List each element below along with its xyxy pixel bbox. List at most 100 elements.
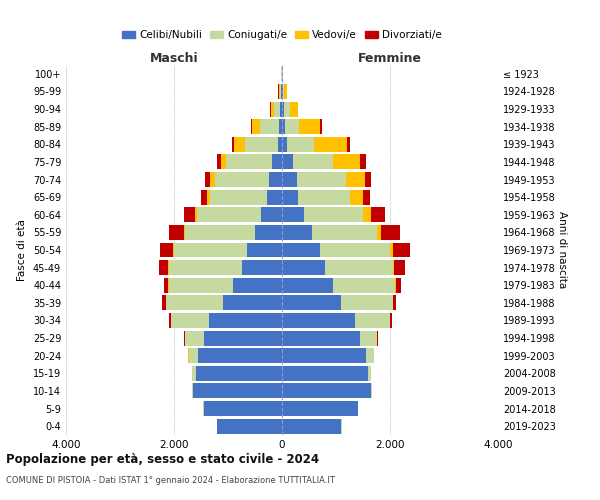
Bar [394, 260, 405, 275]
Bar [260, 119, 280, 134]
Bar [252, 119, 260, 134]
Bar [290, 102, 298, 116]
Y-axis label: Fasce di età: Fasce di età [17, 219, 27, 281]
Bar [169, 313, 171, 328]
Bar [325, 260, 392, 275]
Bar [360, 330, 377, 345]
Bar [371, 384, 372, 398]
Bar [390, 242, 392, 258]
Bar [262, 208, 282, 222]
Bar [197, 208, 262, 222]
Bar [188, 348, 198, 363]
Bar [282, 190, 298, 204]
Bar [363, 190, 370, 204]
Bar [347, 137, 350, 152]
Bar [193, 366, 196, 381]
Bar [169, 260, 241, 275]
Bar [166, 296, 223, 310]
Bar [304, 208, 363, 222]
Bar [381, 225, 400, 240]
Bar [284, 102, 290, 116]
Bar [278, 137, 282, 152]
Bar [163, 296, 166, 310]
Bar [282, 330, 360, 345]
Bar [269, 172, 282, 187]
Bar [235, 137, 245, 152]
Bar [334, 278, 395, 292]
Bar [274, 102, 280, 116]
Bar [363, 208, 371, 222]
Bar [282, 242, 320, 258]
Bar [320, 119, 322, 134]
Bar [282, 260, 325, 275]
Bar [366, 348, 374, 363]
Bar [223, 296, 282, 310]
Bar [282, 366, 368, 381]
Bar [371, 208, 385, 222]
Bar [247, 242, 282, 258]
Y-axis label: Anni di nascita: Anni di nascita [557, 212, 567, 288]
Bar [377, 225, 381, 240]
Bar [185, 330, 204, 345]
Text: Femmine: Femmine [358, 52, 422, 65]
Text: Popolazione per età, sesso e stato civile - 2024: Popolazione per età, sesso e stato civil… [6, 452, 319, 466]
Bar [251, 119, 253, 134]
Bar [174, 242, 247, 258]
Bar [360, 154, 366, 170]
Bar [255, 225, 282, 240]
Bar [272, 154, 282, 170]
Bar [279, 84, 280, 99]
Bar [282, 313, 355, 328]
Bar [196, 366, 282, 381]
Text: Maschi: Maschi [149, 52, 199, 65]
Bar [365, 172, 371, 187]
Bar [232, 137, 235, 152]
Bar [312, 225, 377, 240]
Bar [299, 119, 320, 134]
Bar [204, 401, 282, 416]
Bar [334, 154, 360, 170]
Bar [282, 119, 285, 134]
Bar [184, 208, 195, 222]
Bar [341, 296, 392, 310]
Bar [287, 137, 314, 152]
Bar [293, 154, 334, 170]
Bar [209, 313, 282, 328]
Bar [282, 278, 334, 292]
Bar [284, 84, 287, 99]
Bar [282, 137, 287, 152]
Bar [282, 102, 284, 116]
Bar [169, 278, 233, 292]
Bar [210, 172, 215, 187]
Bar [192, 384, 193, 398]
Bar [280, 84, 281, 99]
Bar [391, 313, 392, 328]
Bar [282, 84, 283, 99]
Bar [349, 190, 363, 204]
Bar [172, 313, 209, 328]
Bar [320, 242, 390, 258]
Bar [210, 190, 267, 204]
Text: COMUNE DI PISTOIA - Dati ISTAT 1° gennaio 2024 - Elaborazione TUTTITALIA.IT: COMUNE DI PISTOIA - Dati ISTAT 1° gennai… [6, 476, 335, 485]
Bar [298, 190, 349, 204]
Bar [392, 260, 394, 275]
Bar [215, 172, 269, 187]
Bar [393, 296, 397, 310]
Bar [205, 172, 210, 187]
Bar [368, 366, 371, 381]
Bar [282, 401, 358, 416]
Bar [198, 348, 282, 363]
Bar [282, 348, 366, 363]
Bar [282, 384, 371, 398]
Bar [282, 418, 341, 434]
Bar [217, 154, 221, 170]
Bar [346, 172, 365, 187]
Bar [271, 102, 274, 116]
Bar [297, 172, 346, 187]
Bar [160, 242, 173, 258]
Bar [158, 260, 169, 275]
Legend: Celibi/Nubili, Coniugati/e, Vedovi/e, Divorziati/e: Celibi/Nubili, Coniugati/e, Vedovi/e, Di… [118, 26, 446, 44]
Bar [221, 154, 226, 170]
Bar [184, 225, 185, 240]
Bar [355, 313, 390, 328]
